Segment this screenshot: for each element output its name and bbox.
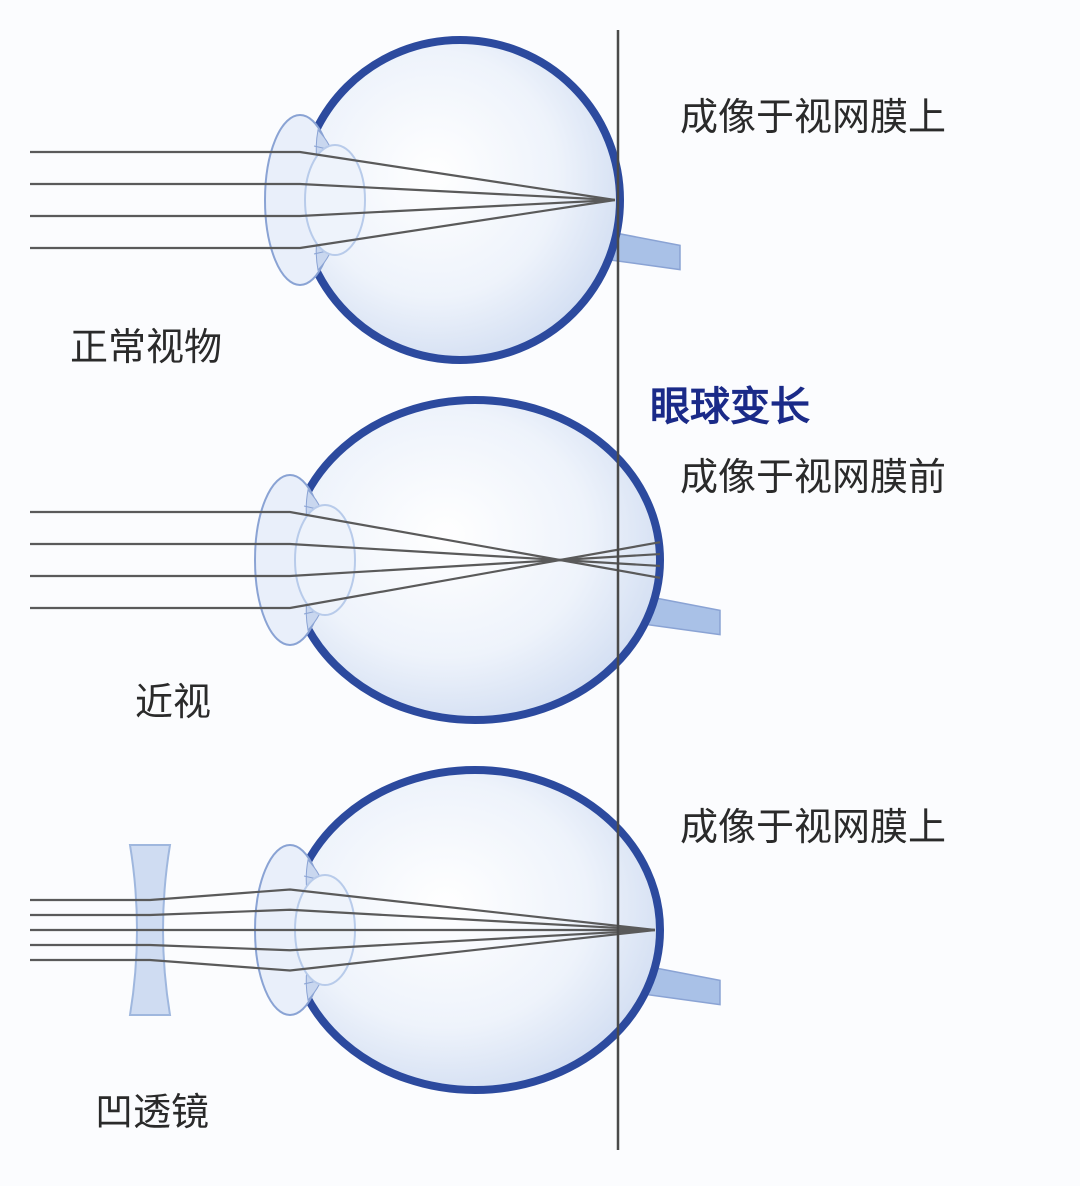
- label-corrected-left: 凹透镜: [95, 1092, 209, 1134]
- label-normal-right: 成像于视网膜上: [680, 97, 946, 139]
- label-elongated: 眼球变长: [650, 385, 810, 429]
- label-myopia-right: 成像于视网膜前: [680, 457, 946, 499]
- eye-optics-diagram: 正常视物 成像于视网膜上 眼球变长 近视 成像于视网膜前 凹透镜 成像于视网膜上: [0, 0, 1080, 1186]
- label-normal-left: 正常视物: [70, 327, 222, 369]
- label-corrected-right: 成像于视网膜上: [680, 807, 946, 849]
- label-myopia-left: 近视: [135, 682, 211, 724]
